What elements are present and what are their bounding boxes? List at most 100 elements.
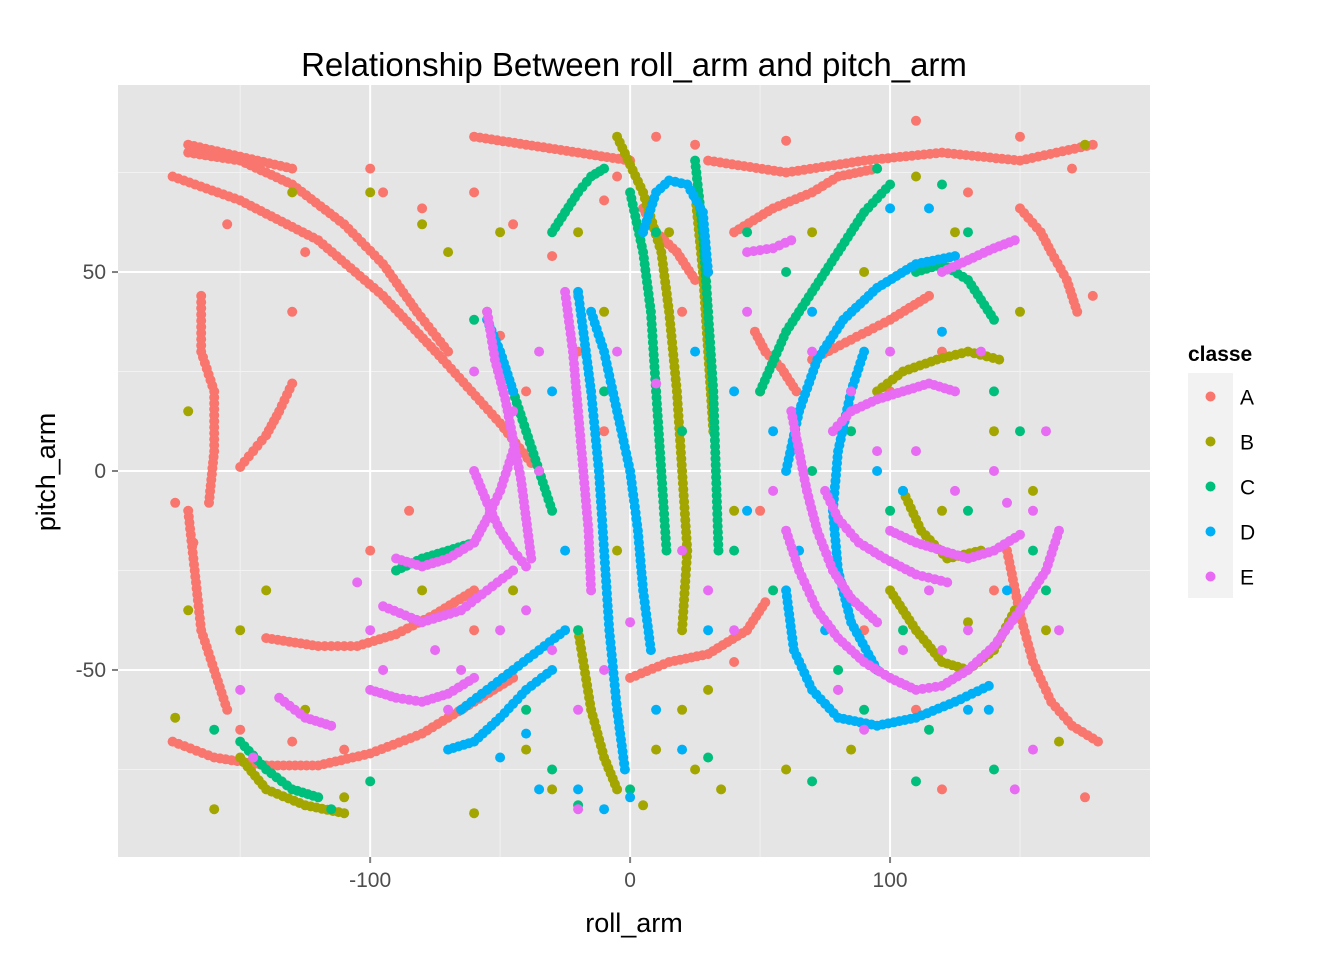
point-E	[911, 446, 921, 457]
point-D	[508, 386, 519, 397]
point-B	[235, 625, 246, 636]
point-E	[1041, 426, 1051, 437]
point-E	[963, 625, 973, 636]
point-A	[365, 163, 376, 174]
point-D	[729, 386, 740, 397]
point-E	[508, 565, 519, 576]
point-B	[729, 505, 740, 516]
x-tick-label: -100	[349, 869, 391, 892]
point-C	[326, 804, 337, 815]
point-A	[508, 219, 519, 230]
point-E	[326, 720, 337, 731]
point-C	[807, 776, 818, 787]
point-E	[352, 577, 363, 588]
point-A	[443, 346, 454, 357]
point-C	[599, 163, 610, 174]
point-D	[690, 346, 701, 357]
point-A	[204, 497, 214, 508]
point-E	[508, 406, 519, 417]
point-A	[1015, 131, 1025, 142]
point-E	[898, 645, 908, 656]
point-D	[963, 704, 973, 715]
point-D	[625, 792, 636, 803]
point-E	[729, 625, 740, 636]
point-A	[378, 187, 389, 198]
point-E	[768, 485, 779, 496]
point-B	[339, 808, 350, 819]
point-B	[443, 247, 454, 258]
point-A	[599, 195, 610, 206]
point-B	[287, 187, 298, 198]
point-E	[651, 378, 662, 389]
point-D	[1002, 585, 1012, 596]
point-E	[456, 665, 467, 675]
point-D	[534, 784, 545, 795]
legend-label-E: E	[1240, 567, 1254, 590]
point-C	[989, 764, 999, 775]
point-B	[807, 227, 818, 238]
point-E	[807, 346, 818, 357]
point-E	[742, 306, 753, 317]
point-A	[287, 163, 298, 174]
point-C	[963, 227, 973, 238]
point-A	[755, 505, 766, 516]
point-C	[365, 776, 376, 787]
point-B	[599, 306, 610, 317]
point-B	[1080, 139, 1090, 150]
point-B	[495, 227, 506, 238]
point-B	[716, 784, 727, 795]
point-C	[989, 314, 999, 325]
point-B	[677, 704, 688, 715]
point-C	[768, 585, 779, 596]
point-E	[378, 665, 389, 675]
point-E	[526, 553, 537, 564]
point-D	[983, 680, 994, 691]
x-tick-label: 0	[624, 869, 636, 892]
point-B	[365, 187, 376, 198]
point-A	[963, 187, 973, 198]
point-A	[469, 187, 480, 198]
point-E	[846, 386, 857, 397]
point-E	[495, 625, 506, 636]
point-A	[1093, 736, 1103, 747]
point-C	[898, 625, 908, 636]
point-D	[573, 784, 584, 795]
point-B	[1054, 736, 1064, 747]
legend-label-C: C	[1240, 477, 1255, 500]
y-axis-title: pitch_arm	[31, 413, 61, 532]
point-E	[989, 466, 999, 476]
point-E	[1009, 235, 1020, 246]
point-E	[573, 804, 584, 815]
point-D	[983, 704, 994, 715]
point-B	[846, 744, 857, 755]
point-D	[651, 704, 662, 715]
point-A	[222, 704, 233, 715]
y-tick-label: 50	[83, 261, 106, 284]
point-C	[1015, 426, 1025, 437]
point-D	[703, 267, 714, 277]
point-C	[547, 764, 558, 775]
point-E	[612, 346, 623, 357]
point-D	[768, 426, 779, 437]
point-B	[547, 784, 558, 795]
point-B	[612, 784, 623, 795]
point-D	[645, 645, 656, 656]
point-A	[1087, 290, 1098, 301]
point-C	[846, 426, 857, 437]
point-D	[547, 386, 558, 397]
point-B	[911, 171, 921, 182]
point-C	[713, 545, 724, 556]
point-D	[560, 545, 571, 556]
point-B	[937, 505, 947, 516]
point-A	[937, 784, 947, 795]
point-C	[729, 545, 740, 556]
point-B	[183, 605, 194, 616]
legend-label-A: A	[1240, 387, 1254, 410]
point-B	[170, 712, 181, 723]
point-E	[430, 645, 441, 656]
point-E	[1009, 784, 1020, 795]
point-E	[885, 346, 896, 357]
point-A	[612, 171, 623, 182]
